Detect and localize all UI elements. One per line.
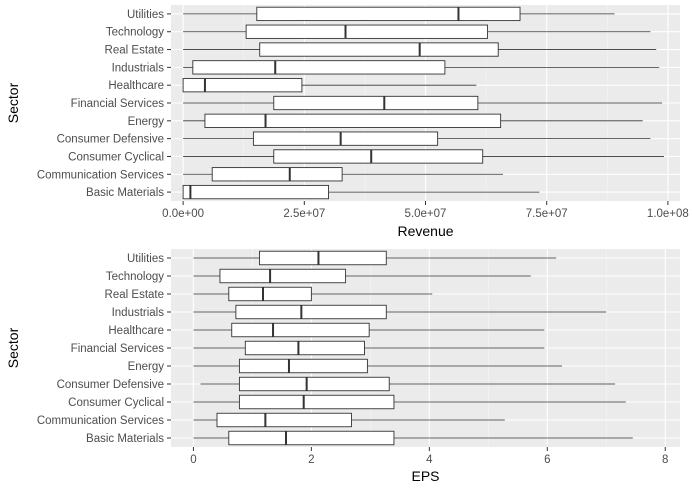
iqr-box: [235, 304, 387, 320]
y-tick-label: Financial Services: [71, 98, 165, 110]
y-tick-label: Real Estate: [105, 289, 164, 301]
y-tick-label: Consumer Defensive: [57, 134, 164, 146]
box-energy: [193, 358, 563, 374]
x-tick-label: 2.5e+07: [283, 208, 325, 220]
y-tick-label: Industrials: [112, 62, 165, 74]
y-tick-label: Industrials: [112, 307, 165, 319]
y-tick-label: Financial Services: [71, 343, 165, 355]
x-axis-title: EPS: [411, 468, 439, 484]
y-axis-title: Sector: [5, 82, 21, 123]
box-utilities: [183, 6, 615, 22]
box-technology: [193, 268, 531, 284]
box-consumer-defensive: [200, 376, 616, 392]
box-real-estate: [193, 286, 433, 302]
x-tick-label: 4: [426, 454, 433, 466]
iqr-box: [256, 6, 521, 22]
y-tick-label: Energy: [128, 116, 165, 128]
x-tick-label: 1.0e+08: [647, 208, 689, 220]
iqr-box: [245, 24, 488, 39]
x-tick-label: 5.0e+07: [405, 208, 447, 220]
box-basic-materials: [193, 430, 633, 446]
y-tick-label: Consumer Cyclical: [68, 397, 164, 409]
iqr-box: [238, 394, 395, 410]
y-tick-label: Energy: [128, 361, 165, 373]
box-consumer-defensive: [183, 131, 651, 146]
x-tick-label: 7.5e+07: [526, 208, 568, 220]
box-utilities: [193, 250, 557, 266]
iqr-box: [259, 250, 387, 266]
y-tick-label: Communication Services: [37, 415, 164, 427]
iqr-box: [219, 268, 347, 284]
iqr-box: [182, 78, 303, 93]
box-healthcare: [193, 322, 545, 338]
revenue-boxplot-panel: 0.0e+00 2.5e+07 5.0e+07 7.5e+07 1.0e+08 Basic…: [5, 5, 689, 239]
y-tick-label: Communication Services: [37, 169, 164, 181]
y-tick-label: Utilities: [127, 9, 164, 21]
iqr-box: [211, 167, 343, 182]
y-tick-label: Consumer Defensive: [57, 379, 164, 391]
x-tick-label: 2: [308, 454, 314, 466]
x-tick-label: 0: [190, 454, 196, 466]
box-communication-services: [193, 412, 505, 428]
iqr-box: [216, 412, 352, 428]
y-tick-label: Healthcare: [108, 325, 164, 337]
box-consumer-cyclical: [193, 394, 626, 410]
iqr-box: [182, 184, 329, 200]
y-tick-label: Consumer Cyclical: [68, 151, 164, 163]
y-tick-label: Technology: [106, 271, 164, 283]
box-real-estate: [183, 42, 657, 57]
x-tick-label: 0.0e+00: [162, 208, 204, 220]
y-tick-label: Basic Materials: [86, 433, 164, 445]
iqr-box: [228, 286, 312, 302]
iqr-box: [228, 430, 395, 446]
iqr-box: [238, 358, 368, 374]
box-technology: [183, 24, 651, 39]
box-financial-services: [183, 95, 663, 111]
y-tick-label: Technology: [106, 27, 164, 39]
eps-boxplot-panel: 0 2 4 6 8 Basic Materials Communication Servic…: [5, 249, 680, 484]
box-energy: [183, 113, 643, 128]
box-communication-services: [183, 167, 504, 182]
iqr-box: [244, 340, 365, 356]
iqr-box: [273, 149, 484, 164]
y-axis-title: Sector: [5, 327, 21, 368]
box-industrials: [193, 304, 607, 320]
x-axis-title: Revenue: [397, 223, 453, 239]
x-tick-label: 8: [662, 454, 668, 466]
iqr-box: [238, 376, 390, 392]
box-basic-materials: [182, 184, 540, 200]
box-industrials: [183, 60, 660, 75]
iqr-box: [273, 95, 479, 111]
iqr-box: [204, 113, 502, 128]
y-tick-label: Utilities: [127, 253, 164, 265]
box-healthcare: [182, 78, 477, 93]
x-tick-label: 6: [544, 454, 550, 466]
iqr-box: [259, 42, 499, 57]
y-tick-label: Basic Materials: [86, 187, 164, 199]
iqr-box: [192, 60, 446, 75]
iqr-box: [252, 131, 439, 146]
box-consumer-cyclical: [183, 149, 665, 164]
y-tick-label: Real Estate: [105, 45, 164, 57]
iqr-box: [231, 322, 370, 338]
box-financial-services: [193, 340, 545, 356]
y-tick-label: Healthcare: [108, 80, 164, 92]
